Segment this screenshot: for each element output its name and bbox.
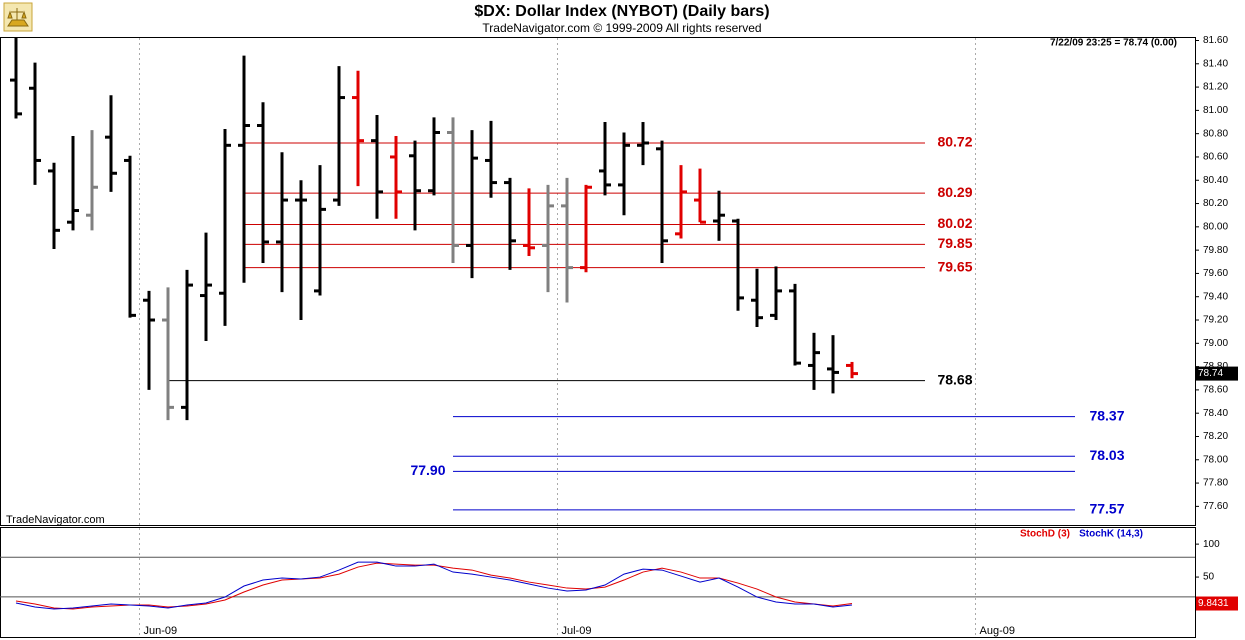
level-label: 80.72 [937,134,972,150]
y-tick-label: 80.40 [1203,175,1228,186]
y-tick-label: 79.80 [1203,245,1228,256]
chart-subtitle: TradeNavigator.com © 1999-2009 All right… [482,21,761,35]
current-value-box [1196,366,1238,381]
y-tick-label: 79.40 [1203,291,1228,302]
y-tick-label: 80.60 [1203,152,1228,163]
logo [3,2,33,32]
y-tick-label: 77.60 [1203,501,1228,512]
y-tick-label: 80.20 [1203,198,1228,209]
last-value-box [1196,596,1238,611]
y-tick-label: 78.60 [1203,385,1228,396]
x-tick-label: Jul-09 [562,625,592,637]
y-tick-label: 80.80 [1203,128,1228,139]
last-value-label: 9.8431 [1198,598,1229,609]
stoch-line [15,561,853,610]
chart-title: $DX: Dollar Index (NYBOT) (Daily bars) [474,3,769,20]
y-tick-label: 77.80 [1203,478,1228,489]
level-label: 78.03 [1089,447,1124,463]
legend-entry: StochD (3) [1020,529,1070,540]
y-tick-label: 80.00 [1203,221,1228,232]
y-tick-label: 78.20 [1203,431,1228,442]
level-label: 77.57 [1089,501,1124,517]
level-label: 78.68 [937,371,972,387]
level-label: 77.90 [410,462,445,478]
status-text: 7/22/09 23:25 = 78.74 (0.00) [1050,38,1177,49]
level-label: 79.65 [937,258,972,274]
y-tick-label: 79.00 [1203,338,1228,349]
watermark: TradeNavigator.com [6,514,105,526]
level-label: 80.29 [937,184,972,200]
y-tick-label: 81.60 [1203,35,1228,46]
y-tick-label: 78.40 [1203,408,1228,419]
stoch-line [15,562,853,610]
y-tick-label: 100 [1203,539,1220,550]
x-tick-label: Jun-09 [144,625,178,637]
y-tick-label: 50 [1203,572,1215,583]
y-tick-label: 78.00 [1203,454,1228,465]
y-tick-label: 81.00 [1203,105,1228,116]
y-tick-label: 79.60 [1203,268,1228,279]
level-label: 78.37 [1089,407,1124,423]
current-value-label: 78.74 [1198,368,1223,379]
legend-entry: StochK (14,3) [1079,529,1143,540]
level-label: 79.85 [937,235,972,251]
y-tick-label: 81.40 [1203,58,1228,69]
x-tick-label: Aug-09 [980,625,1015,637]
y-tick-label: 79.20 [1203,315,1228,326]
stoch-panel [0,527,1196,638]
y-tick-label: 81.20 [1203,82,1228,93]
level-label: 80.02 [937,215,972,231]
price-panel [0,37,1196,526]
